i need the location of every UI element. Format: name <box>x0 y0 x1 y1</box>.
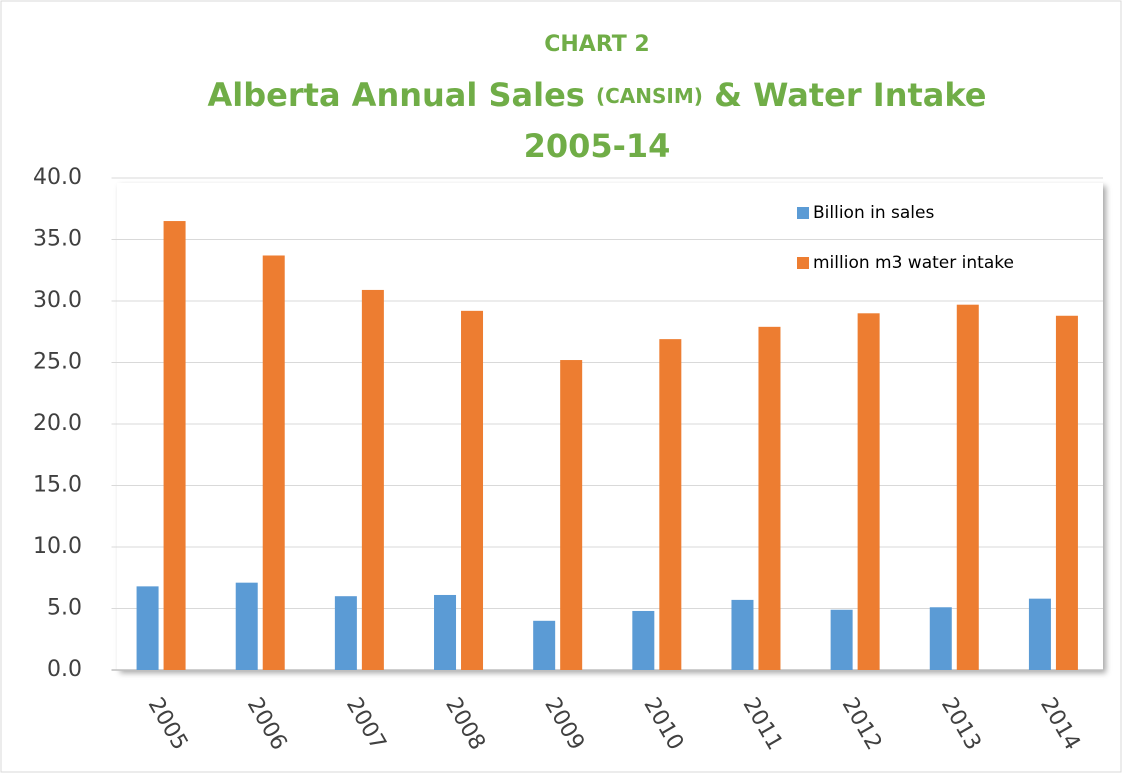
chart-title: CHART 2 Alberta Annual Sales (CANSIM) & … <box>208 32 987 165</box>
bar <box>632 610 655 670</box>
legend-swatch <box>797 207 809 219</box>
bar <box>659 339 682 670</box>
y-tick-label: 0.0 <box>47 657 82 682</box>
bar <box>434 594 457 670</box>
bar <box>929 607 952 670</box>
title-part: (CANSIM) <box>596 84 703 108</box>
y-tick-label: 5.0 <box>47 596 82 621</box>
bar <box>235 582 258 670</box>
bar <box>533 620 556 670</box>
title-part: Alberta Annual Sales <box>208 76 585 114</box>
legend-label: Billion in sales <box>813 203 934 223</box>
bar <box>830 609 853 670</box>
title-line: 2005-14 <box>524 127 671 165</box>
bar <box>560 360 583 670</box>
bar <box>1055 315 1078 670</box>
bar <box>758 326 781 670</box>
y-tick-label: 15.0 <box>33 473 82 498</box>
bar <box>956 304 979 670</box>
title-part: & Water Intake <box>714 76 986 114</box>
y-tick-label: 40.0 <box>33 165 82 190</box>
bar <box>361 289 384 670</box>
title-line: CHART 2 <box>544 32 650 57</box>
bar <box>1028 598 1051 670</box>
bar <box>262 255 285 671</box>
y-tick-label: 35.0 <box>33 227 82 252</box>
y-tick-label: 25.0 <box>33 350 82 375</box>
bar <box>731 599 754 670</box>
bar <box>136 586 159 670</box>
y-tick-label: 30.0 <box>33 288 82 313</box>
y-tick-label: 10.0 <box>33 534 82 559</box>
legend-label: million m3 water intake <box>813 253 1014 273</box>
y-tick-label: 20.0 <box>33 411 82 436</box>
bar <box>857 313 880 670</box>
legend-swatch <box>797 257 809 269</box>
bar <box>334 596 357 670</box>
bar <box>163 221 186 671</box>
title-line: Alberta Annual Sales (CANSIM) & Water In… <box>208 76 987 114</box>
bar <box>461 310 484 670</box>
